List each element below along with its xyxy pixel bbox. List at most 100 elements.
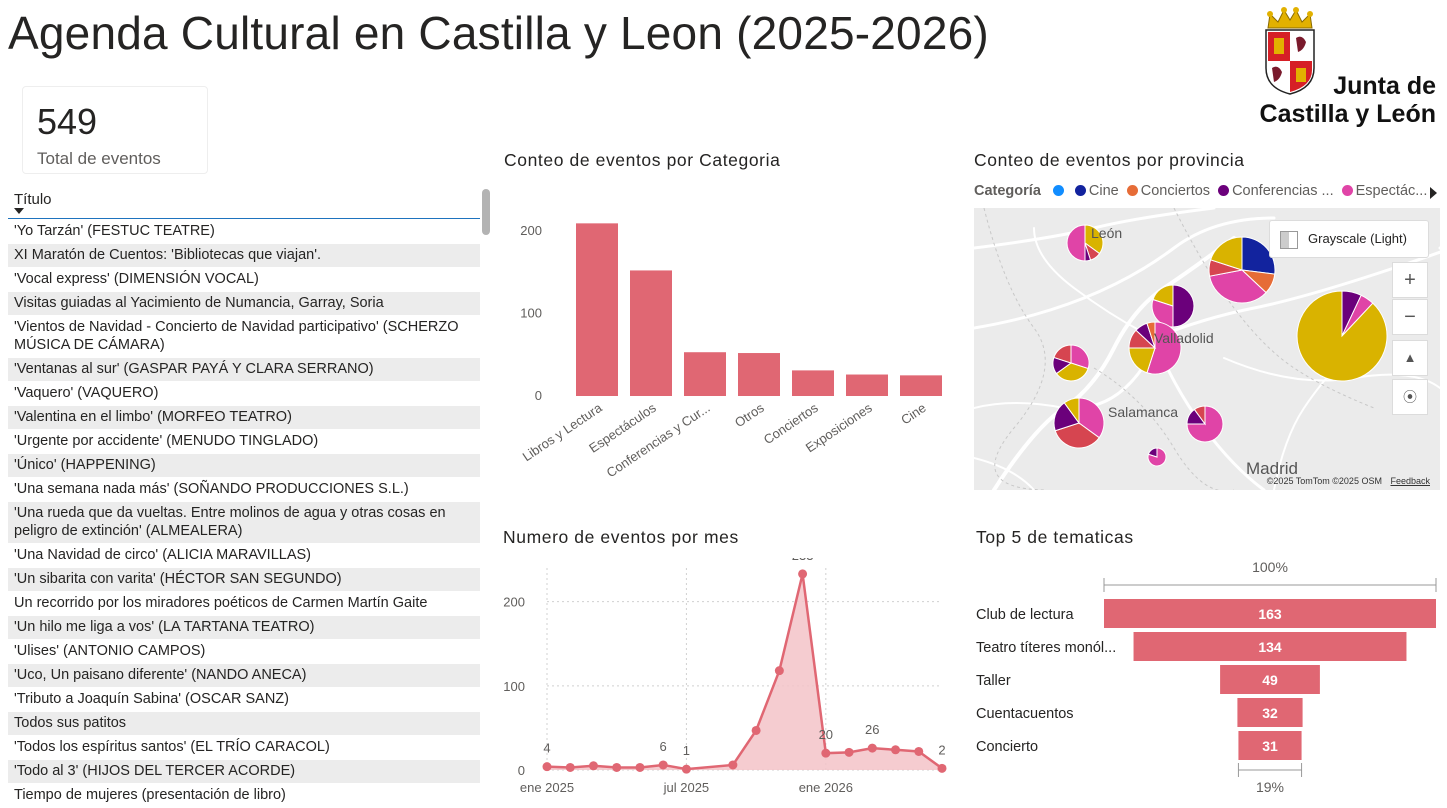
zoom-out-button[interactable]: − — [1392, 299, 1428, 335]
data-point — [891, 745, 901, 755]
table-row[interactable]: Todos sus patitos — [8, 712, 480, 736]
table-row[interactable]: 'Todos los espíritus santos' (EL TRÍO CA… — [8, 736, 480, 760]
month-area-chart[interactable]: 0 100 200 4 6 1 233 20 26 2 ene 2025 jul 2025 ene 20… — [495, 558, 955, 803]
logo-line2: Castilla y León — [1259, 100, 1436, 128]
y-tick-label: 100 — [503, 679, 525, 694]
data-point — [867, 743, 877, 753]
map-pie-slice — [1054, 422, 1100, 449]
legend-dot-icon[interactable] — [1126, 185, 1138, 196]
data-label: 1 — [683, 743, 690, 758]
data-point — [542, 762, 552, 772]
total-events-card[interactable]: 549 Total de eventos — [22, 86, 208, 174]
funnel-value-label: 49 — [1262, 672, 1278, 688]
table-row[interactable]: 'Vocal express' (DIMENSIÓN VOCAL) — [8, 268, 480, 292]
table-row[interactable]: Un recorrido por los miradores poéticos … — [8, 592, 480, 616]
table-row[interactable]: XI Maratón de Cuentos: 'Bibliotecas que … — [8, 244, 480, 268]
scrollbar-track[interactable] — [482, 186, 492, 802]
map-pie-slice — [1209, 236, 1243, 271]
funnel-bar — [1133, 632, 1407, 661]
legend-dot-icon[interactable] — [1052, 185, 1064, 196]
table-row[interactable]: 'Yo Tarzán' (FESTUC TEATRE) — [8, 220, 480, 244]
table-row[interactable]: Tiempo de mujeres (presentación de libro… — [8, 784, 480, 802]
table-row[interactable]: 'Vaquero' (VAQUERO) — [8, 382, 480, 406]
legend-next-arrow-icon[interactable] — [1430, 187, 1437, 199]
map-style-icon — [1280, 231, 1298, 249]
map-feedback-link[interactable]: Feedback — [1390, 476, 1430, 486]
legend-item[interactable]: Cine — [1088, 183, 1119, 199]
map-pie-slice — [1193, 405, 1206, 426]
table-row[interactable]: Visitas guiadas al Yacimiento de Numanci… — [8, 292, 480, 316]
data-point — [588, 761, 598, 771]
map-pie-slice — [1152, 284, 1174, 307]
data-point — [798, 569, 808, 579]
map-attribution-text: ©2025 TomTom ©2025 OSM — [1266, 476, 1382, 486]
table-row[interactable]: 'Único' (HAPPENING) — [8, 454, 480, 478]
funnel-bar — [1237, 698, 1303, 727]
tilt-button[interactable]: ▲ — [1392, 340, 1428, 376]
table-row[interactable]: 'Urgente por accidente' (MENUDO TINGLADO… — [8, 430, 480, 454]
map-style-label: Grayscale (Light) — [1308, 231, 1407, 246]
map-city-valladolid: Valladolid — [1154, 330, 1214, 346]
map-pie-slice — [1241, 236, 1276, 275]
legend-item[interactable]: Conferencias ... — [1232, 183, 1334, 199]
category-chart-title: Conteo de eventos por Categoria — [504, 150, 781, 170]
top5-funnel-chart[interactable]: 100% 163 Club de lectura 134 Teatro títeres … — [972, 558, 1442, 803]
category-bar — [576, 223, 618, 396]
table-row[interactable]: 'Valentina en el limbo' (MORFEO TEATRO) — [8, 406, 480, 430]
data-point — [635, 762, 645, 772]
events-table[interactable]: Título 'Yo Tarzán' (FESTUC TEATRE) XI Mar… — [8, 186, 494, 802]
map-pie-slice — [1066, 224, 1086, 262]
scrollbar-thumb[interactable] — [482, 189, 490, 235]
data-label: 6 — [660, 739, 667, 754]
table-row[interactable]: 'Uco, Un paisano diferente' (NANDO ANECA… — [8, 664, 480, 688]
map-city-leon: León — [1091, 225, 1122, 241]
page-title: Agenda Cultural en Castilla y Leon (2025… — [8, 7, 989, 59]
legend-item[interactable]: Conciertos — [1140, 183, 1211, 199]
table-header[interactable]: Título — [8, 186, 480, 219]
data-point — [681, 764, 691, 774]
table-row[interactable]: 'Un sibarita con varita' (HÉCTOR SAN SEG… — [8, 568, 480, 592]
map-style-button[interactable]: Grayscale (Light) — [1269, 220, 1429, 258]
legend-dot-icon[interactable] — [1218, 185, 1230, 196]
top5-chart-title: Top 5 de tematicas — [976, 527, 1134, 547]
map-pie-slice — [1147, 447, 1158, 458]
y-tick-label: 0 — [535, 388, 542, 403]
legend-item[interactable]: Espectác... — [1355, 183, 1428, 199]
data-point — [728, 760, 738, 770]
legend-title: Categoría — [974, 183, 1041, 199]
data-point — [914, 746, 924, 756]
legend-dot-icon[interactable] — [1341, 185, 1353, 196]
column-header-titulo[interactable]: Título — [14, 191, 52, 208]
map-pie-slice — [1151, 298, 1174, 328]
x-tick-label: ene 2025 — [520, 780, 574, 795]
data-point — [937, 763, 947, 773]
category-bar — [738, 353, 780, 396]
sort-desc-icon[interactable] — [14, 208, 24, 214]
funnel-category-label: Taller — [976, 673, 1011, 689]
table-row[interactable]: 'Tributo a Joaquín Sabina' (OSCAR SANZ) — [8, 688, 480, 712]
compass-button[interactable]: ⦿ — [1392, 379, 1428, 415]
table-row[interactable]: 'Una Navidad de circo' (ALICIA MARAVILLA… — [8, 544, 480, 568]
province-map[interactable]: León Valladolid Salamanca Madrid Graysca… — [974, 208, 1440, 490]
funnel-bar — [1104, 599, 1436, 628]
table-row[interactable]: 'Todo al 3' (HIJOS DEL TERCER ACORDE) — [8, 760, 480, 784]
junta-logo: Junta de Castilla y León — [1246, 6, 1442, 128]
table-row[interactable]: 'Ulises' (ANTONIO CAMPOS) — [8, 640, 480, 664]
table-row[interactable]: 'Vientos de Navidad - Concierto de Navid… — [8, 316, 480, 358]
legend-dot-icon[interactable] — [1074, 185, 1086, 196]
data-point — [774, 666, 784, 676]
data-label: 2 — [938, 742, 945, 757]
table-row[interactable]: 'Ventanas al sur' (GASPAR PAYÁ Y CLARA S… — [8, 358, 480, 382]
total-events-label: Total de eventos — [37, 149, 161, 168]
map-legend[interactable]: Categoría Cine Conciertos Conferencias ...… — [974, 183, 1440, 205]
data-label: 233 — [792, 558, 814, 563]
table-row[interactable]: 'Un hilo me liga a vos' (LA TARTANA TEAT… — [8, 616, 480, 640]
zoom-in-button[interactable]: + — [1392, 262, 1428, 298]
map-pie-slice — [1053, 344, 1072, 364]
funnel-value-label: 32 — [1262, 705, 1278, 721]
table-row[interactable]: 'Una semana nada más' (SOÑANDO PRODUCCIO… — [8, 478, 480, 502]
coat-of-arms-icon — [1265, 7, 1315, 95]
map-canvas[interactable]: León Valladolid Salamanca Madrid — [974, 208, 1440, 490]
table-row[interactable]: 'Una rueda que da vueltas. Entre molinos… — [8, 502, 480, 544]
